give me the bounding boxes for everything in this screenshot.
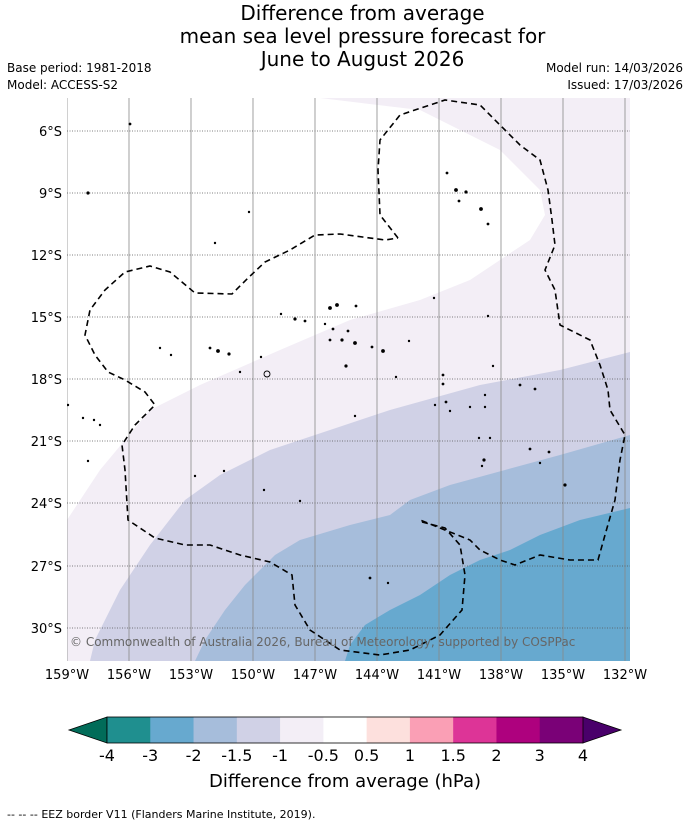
colorbar-tick-label: 4 xyxy=(578,746,588,765)
lon-label: 147°W xyxy=(293,668,337,683)
lon-label: 138°W xyxy=(479,668,523,683)
colorbar: -4 -3 -2 -1.5 -1 -0.5 0.5 1 1.5 2 3 4 Difference fr… xyxy=(67,716,623,792)
colorbar-tick-label: -3 xyxy=(142,746,158,765)
issued-date: Issued: 17/03/2026 xyxy=(567,78,683,92)
lon-label: 141°W xyxy=(417,668,461,683)
longitude-gridlines xyxy=(67,98,626,661)
colorbar-segment xyxy=(496,717,541,743)
base-period: Base period: 1981-2018 xyxy=(7,61,152,75)
lat-label: 9°S xyxy=(39,187,62,202)
lat-label: 18°S xyxy=(31,373,62,388)
colorbar-segment xyxy=(453,717,497,743)
colorbar-segment xyxy=(236,717,281,743)
map-area[interactable]: © Commonwealth of Australia 2026, Bureau… xyxy=(67,98,630,661)
lat-label: 21°S xyxy=(31,435,62,450)
colorbar-tick-label: -0.5 xyxy=(308,746,339,765)
lat-label: 12°S xyxy=(31,249,62,264)
footer-legend: -- -- -- EEZ border V11 (Flanders Marine… xyxy=(7,808,315,821)
lat-label: 6°S xyxy=(39,125,62,140)
colorbar-over-arrow xyxy=(582,716,623,744)
colorbar-segment xyxy=(193,717,238,743)
colorbar-tick-label: -4 xyxy=(99,746,115,765)
colorbar-segment xyxy=(539,717,584,743)
eez-border-main xyxy=(377,99,626,566)
atoll-lagoon xyxy=(263,370,271,378)
lat-label: 24°S xyxy=(31,497,62,512)
title-line-3: June to August 2026 xyxy=(260,47,465,71)
title-line-2: mean sea level pressure forecast for xyxy=(179,24,546,48)
meta-left: Base period: 1981-2018 Model: ACCESS-S2 xyxy=(7,60,152,94)
lon-label: 135°W xyxy=(541,668,585,683)
lon-label: 153°W xyxy=(169,668,213,683)
model-run: Model run: 14/03/2026 xyxy=(545,61,683,75)
meta-right: Model run: 14/03/2026 Issued: 17/03/2026 xyxy=(546,60,683,94)
islands xyxy=(67,122,567,585)
eez-legend-text: EEZ border V11 (Flanders Marine Institut… xyxy=(41,808,316,821)
longitude-tick-labels: 159°W 156°W 153°W 150°W 147°W 144°W 141°… xyxy=(45,668,647,683)
colorbar-tick-label: 1.5 xyxy=(440,746,465,765)
colorbar-title: Difference from average (hPa) xyxy=(209,771,481,792)
lon-label: 156°W xyxy=(107,668,151,683)
lon-label: 132°W xyxy=(603,668,647,683)
map-title: Difference from average mean sea level p… xyxy=(0,2,690,71)
colorbar-segment xyxy=(150,717,195,743)
lat-label: 30°S xyxy=(31,622,62,637)
colorbar-tick-label: 0.5 xyxy=(354,746,379,765)
lon-label: 159°W xyxy=(45,668,89,683)
lon-label: 150°W xyxy=(231,668,275,683)
latitude-tick-labels: 6°S 9°S 12°S 15°S 18°S 21°S 24°S 27°S 30… xyxy=(31,125,62,637)
colorbar-segment xyxy=(107,717,151,743)
eez-legend-symbol: -- -- -- xyxy=(7,808,38,821)
colorbar-tick-label: 2 xyxy=(491,746,501,765)
colorbar-segment xyxy=(280,717,324,743)
colorbar-under-arrow xyxy=(67,716,108,744)
colorbar-segment xyxy=(409,717,454,743)
map-copyright: © Commonwealth of Australia 2026, Bureau… xyxy=(70,635,575,649)
colorbar-tick-label: 1 xyxy=(405,746,415,765)
lon-label: 144°W xyxy=(355,668,399,683)
eez-border-south xyxy=(84,233,466,656)
title-line-1: Difference from average xyxy=(240,1,485,25)
contour-band-m2-m3 xyxy=(345,508,630,661)
model-name: Model: ACCESS-S2 xyxy=(7,78,119,92)
colorbar-tick-label: -1.5 xyxy=(221,746,252,765)
colorbar-segment xyxy=(323,717,368,743)
colorbar-tick-label: 3 xyxy=(535,746,545,765)
lat-label: 27°S xyxy=(31,560,62,575)
colorbar-segment xyxy=(366,717,411,743)
colorbar-tick-label: -1 xyxy=(272,746,288,765)
colorbar-frame xyxy=(106,716,584,744)
lat-label: 15°S xyxy=(31,311,62,326)
colorbar-tick-label: -2 xyxy=(186,746,202,765)
